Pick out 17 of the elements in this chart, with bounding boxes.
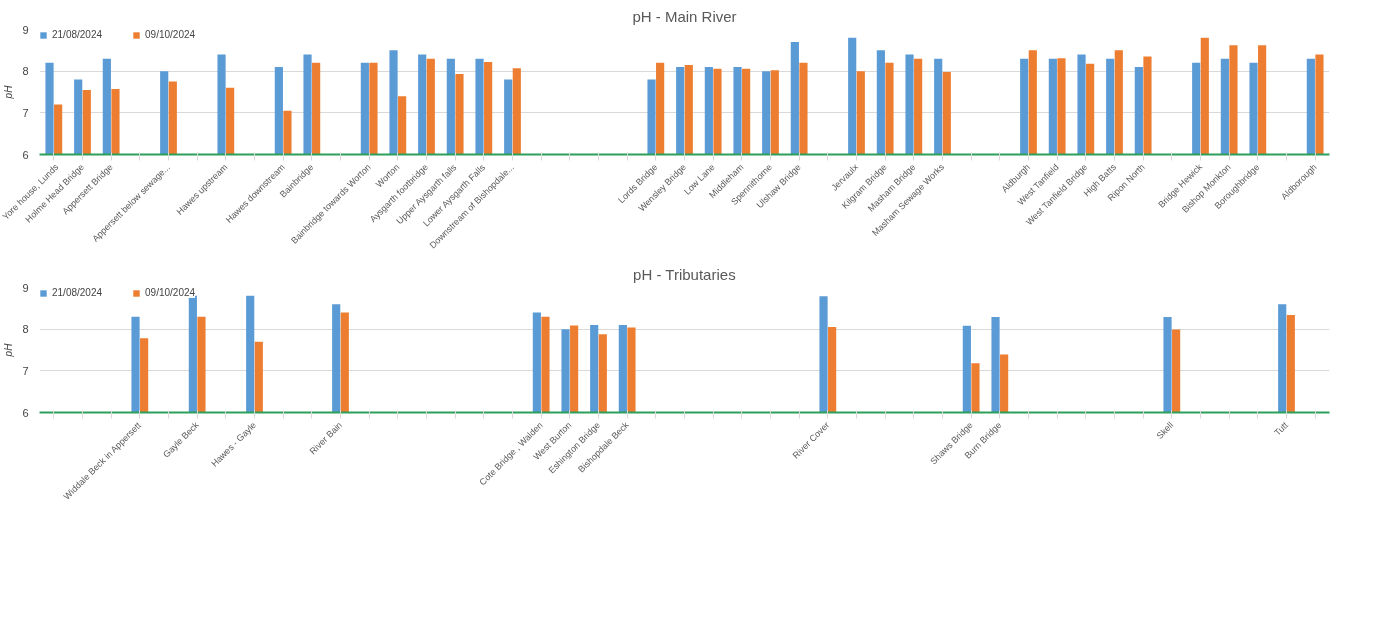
x-tick-label: Tutt bbox=[1272, 419, 1291, 438]
legend-label: 21/08/2024 bbox=[52, 287, 103, 298]
y-axis-title: pH bbox=[3, 84, 15, 100]
y-tick-label: 8 bbox=[22, 323, 29, 336]
legend-label: 09/10/2024 bbox=[145, 287, 196, 298]
y-tick-label: 6 bbox=[22, 148, 29, 161]
y-tick-label: 7 bbox=[22, 106, 29, 119]
legend-label: 21/08/2024 bbox=[52, 29, 103, 40]
y-tick-label: 8 bbox=[22, 65, 29, 78]
chart-title: pH - Main River bbox=[632, 7, 737, 25]
chart-title: pH - Tributaries bbox=[633, 265, 736, 283]
y-tick-label: 9 bbox=[22, 281, 29, 294]
y-tick-label: 9 bbox=[22, 23, 29, 36]
y-axis-title: pH bbox=[3, 342, 15, 358]
y-tick-label: 6 bbox=[22, 406, 29, 419]
y-tick-label: 7 bbox=[22, 364, 29, 377]
legend-label: 09/10/2024 bbox=[145, 29, 196, 40]
